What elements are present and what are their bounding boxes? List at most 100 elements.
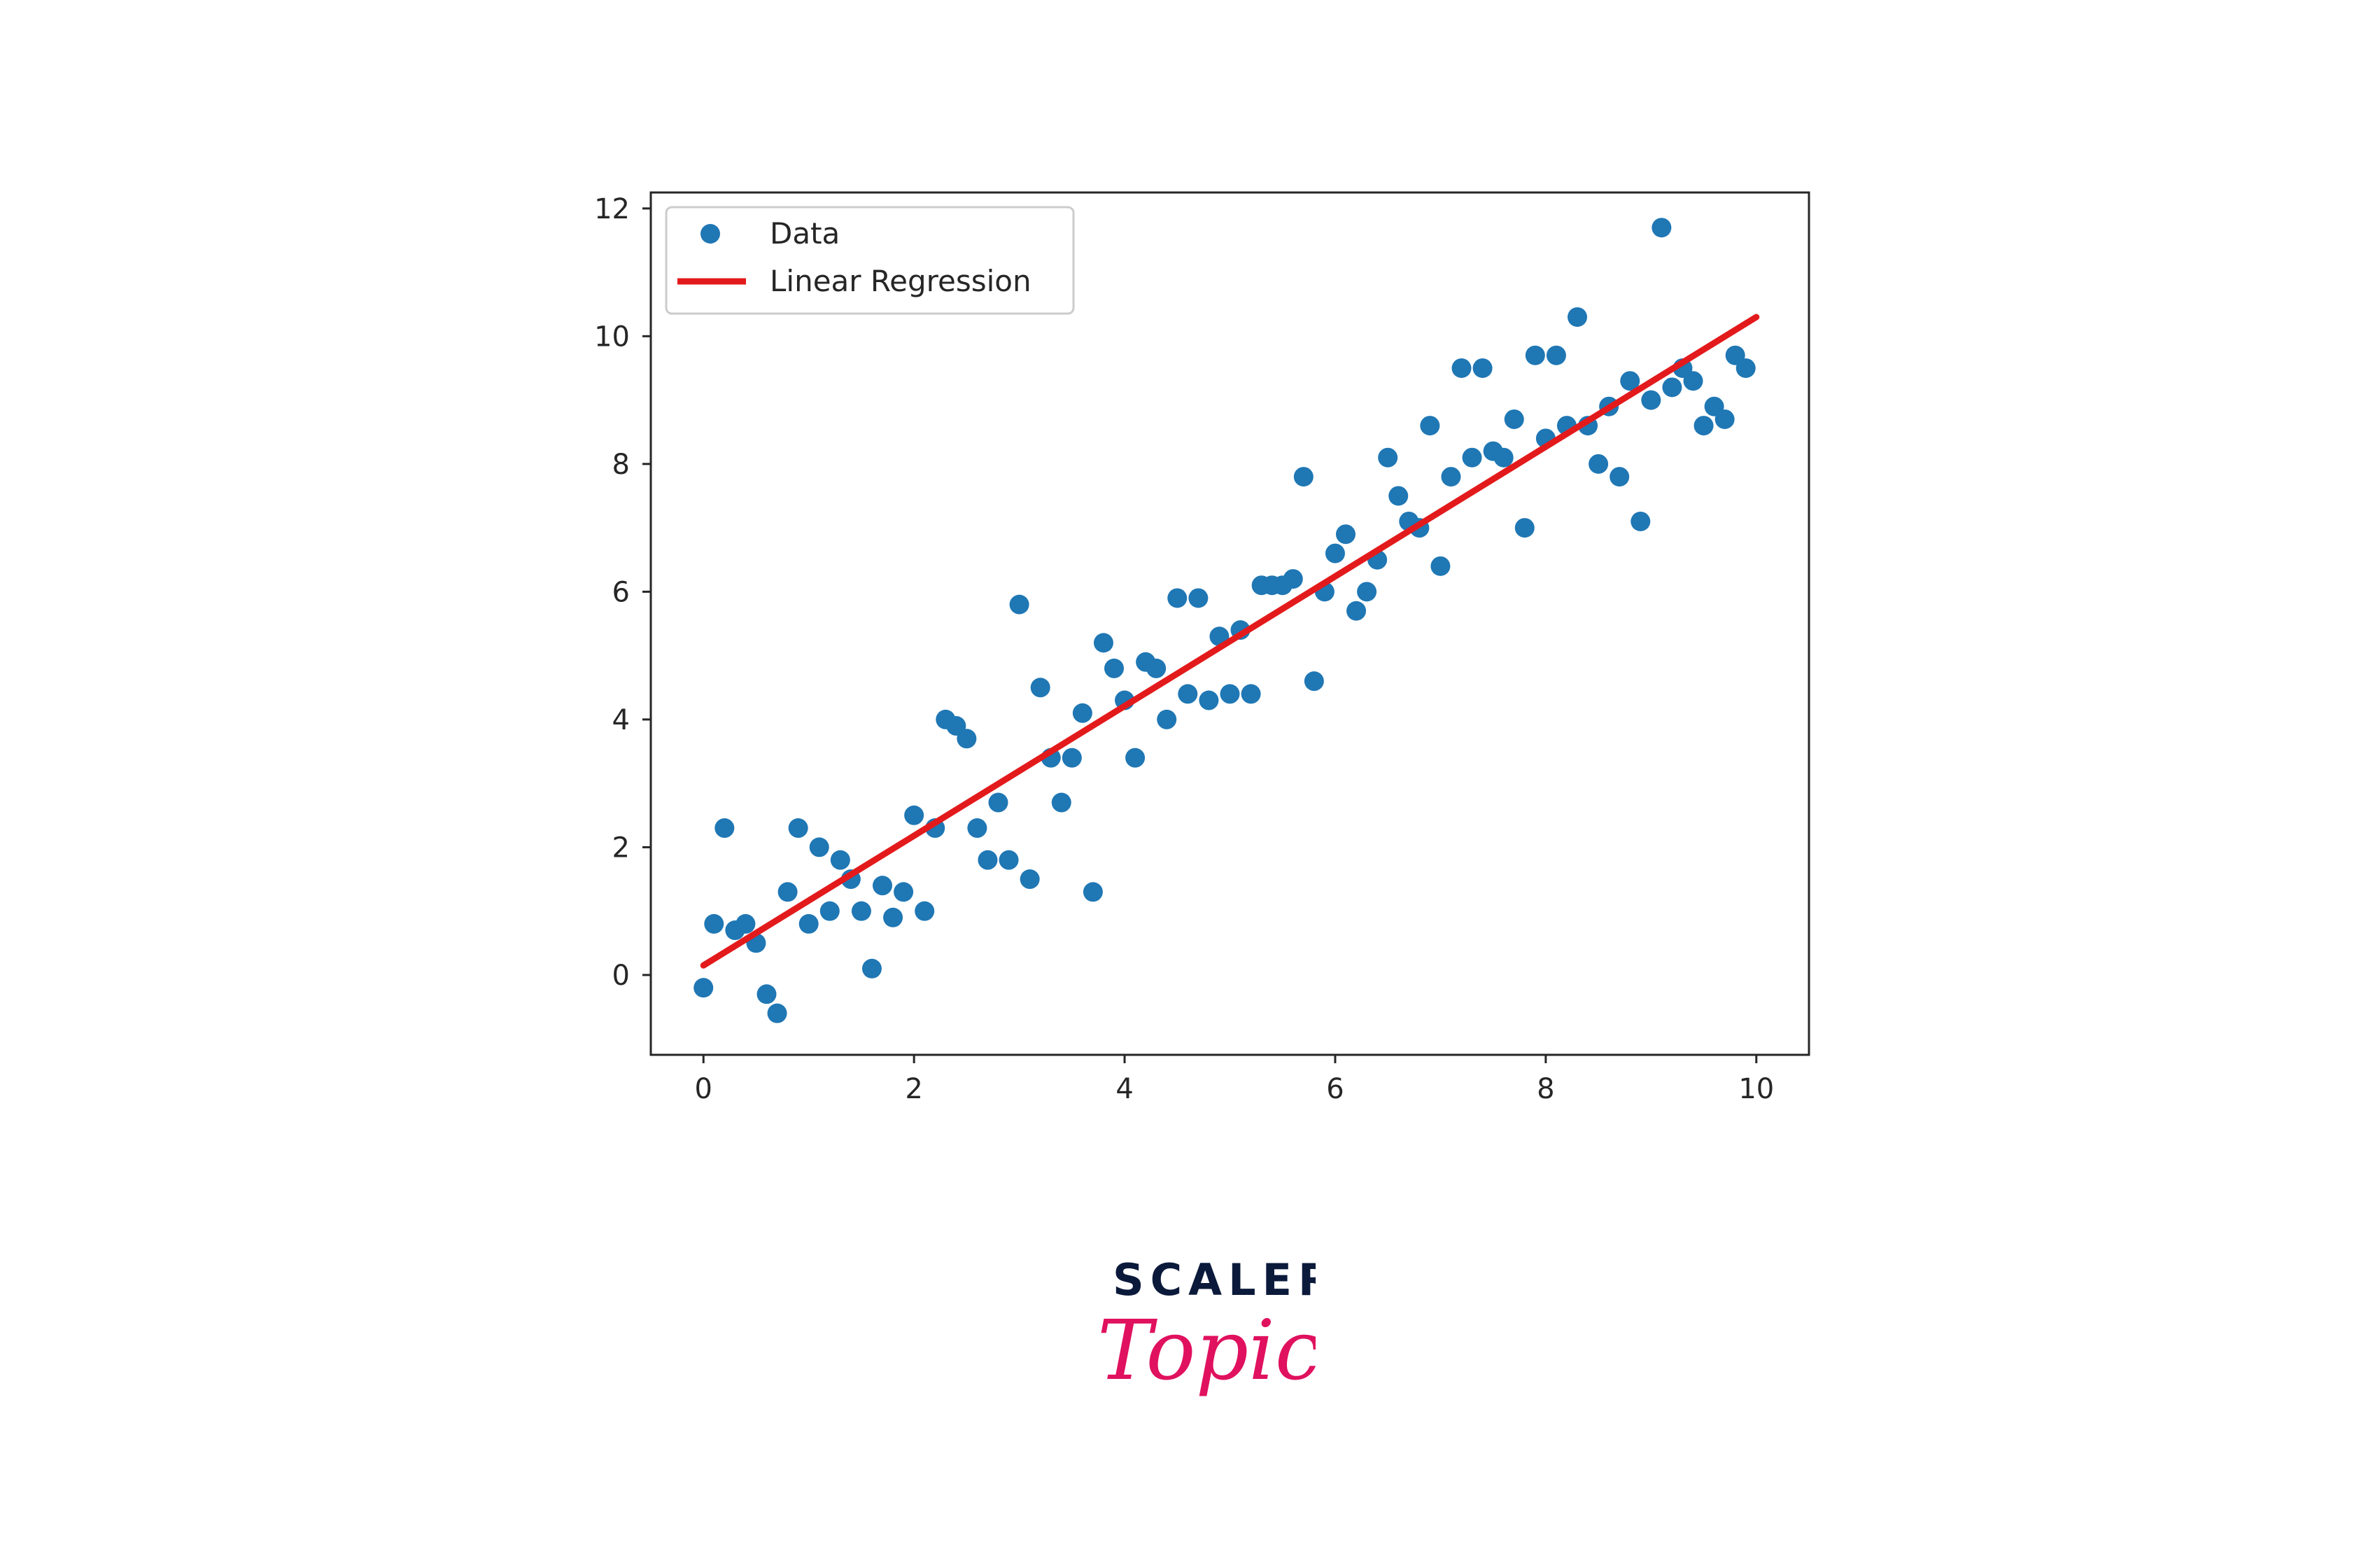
data-point — [1430, 556, 1451, 576]
data-point — [1378, 447, 1398, 468]
legend-data-marker — [700, 224, 720, 244]
data-point — [809, 837, 829, 857]
data-point — [1620, 371, 1640, 391]
x-tick-label: 8 — [1537, 1073, 1554, 1105]
data-point — [1304, 671, 1324, 692]
regression-line-group — [700, 314, 1760, 969]
legend-data-label: Data — [770, 216, 840, 251]
data-point — [978, 850, 998, 870]
data-point — [1514, 518, 1535, 538]
y-tick-label: 10 — [594, 321, 630, 353]
y-axis: 0 2 4 6 8 10 12 — [594, 193, 651, 992]
data-point — [798, 913, 819, 934]
data-point — [1346, 601, 1367, 621]
data-point — [1714, 409, 1735, 429]
y-tick-label: 6 — [612, 576, 630, 608]
data-point — [1020, 869, 1040, 890]
data-point — [1125, 748, 1146, 768]
data-point — [894, 882, 914, 902]
data-point — [1336, 524, 1356, 545]
data-points — [693, 218, 1756, 1023]
data-point — [851, 901, 871, 921]
data-point — [957, 729, 977, 749]
legend-box — [665, 206, 1075, 315]
data-point — [714, 818, 735, 839]
data-point — [819, 901, 840, 921]
data-point — [1568, 307, 1587, 327]
data-point — [999, 850, 1019, 870]
data-point — [1493, 447, 1514, 468]
data-point — [1641, 390, 1661, 410]
y-tick-label: 4 — [612, 704, 630, 736]
x-tick-label: 0 — [695, 1073, 712, 1105]
data-point — [1357, 582, 1377, 602]
data-point — [883, 907, 903, 927]
x-axis: 0 2 4 6 8 10 — [695, 1055, 1774, 1105]
logo-word: SCALER — [1113, 1254, 1316, 1305]
data-point — [767, 1003, 787, 1023]
data-point — [1662, 377, 1682, 398]
data-point — [1146, 658, 1167, 678]
data-point — [1030, 678, 1050, 698]
data-point — [1683, 371, 1703, 391]
y-tick-label: 8 — [612, 449, 630, 481]
data-point — [1610, 467, 1630, 487]
data-point — [1072, 703, 1092, 723]
data-point — [1631, 511, 1651, 531]
data-point — [861, 958, 882, 979]
data-point — [788, 818, 808, 839]
data-point — [1652, 218, 1672, 238]
data-point — [1093, 633, 1113, 653]
data-point — [1694, 416, 1714, 436]
data-point — [1504, 409, 1524, 429]
data-point — [1104, 658, 1124, 678]
data-point — [1283, 569, 1303, 589]
data-point — [1293, 467, 1314, 487]
data-point — [1462, 447, 1482, 468]
data-point — [1388, 486, 1409, 506]
data-point — [1199, 690, 1219, 710]
y-tick-label: 0 — [612, 960, 630, 992]
data-point — [693, 978, 714, 998]
y-tick-label: 12 — [594, 193, 630, 225]
regression-line — [700, 314, 1760, 969]
data-point — [915, 901, 935, 921]
data-point — [830, 850, 850, 870]
data-point — [1167, 588, 1188, 608]
data-point — [904, 805, 924, 825]
data-point — [988, 792, 1008, 813]
x-tick-label: 10 — [1738, 1073, 1774, 1105]
data-point — [1062, 748, 1082, 768]
data-point — [1441, 467, 1461, 487]
data-point — [1051, 792, 1071, 813]
data-point — [873, 876, 892, 896]
data-point — [967, 818, 987, 839]
legend-regression-label: Linear Regression — [770, 264, 1031, 298]
data-point — [1188, 588, 1209, 608]
data-point — [1451, 358, 1472, 378]
plot-area — [649, 191, 1810, 1056]
data-point — [1220, 684, 1240, 704]
data-point — [1157, 709, 1177, 729]
data-point — [1589, 454, 1609, 474]
data-point — [1546, 345, 1566, 365]
y-tick-label: 2 — [612, 832, 630, 864]
data-point — [1525, 345, 1545, 365]
x-tick-label: 4 — [1115, 1073, 1133, 1105]
data-point — [1009, 594, 1029, 615]
data-point — [777, 882, 798, 902]
logo-script: Topics — [1097, 1302, 1316, 1399]
data-point — [1735, 358, 1756, 378]
scaler-topics-logo: SCALER Topics — [1097, 1254, 1316, 1399]
legend: Data Linear Regression — [665, 206, 1075, 315]
data-point — [1420, 416, 1440, 436]
data-point — [704, 913, 724, 934]
data-point — [1472, 358, 1493, 378]
x-tick-label: 2 — [905, 1073, 922, 1105]
data-point — [1241, 684, 1261, 704]
data-point — [1178, 684, 1198, 704]
x-tick-label: 6 — [1326, 1073, 1344, 1105]
data-point — [1325, 543, 1345, 563]
data-point — [756, 984, 777, 1004]
